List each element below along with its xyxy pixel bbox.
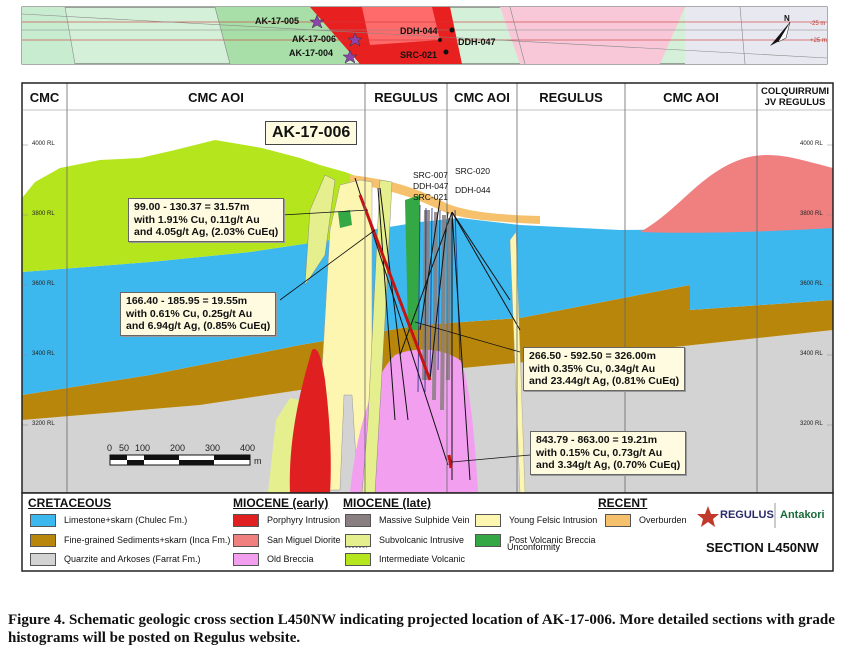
legend-swatch — [233, 533, 259, 547]
intercept-callout-3: 266.50 - 592.50 = 326.00m with 0.35% Cu,… — [523, 347, 686, 391]
map-label-ak-17-005: AK-17-005 — [255, 16, 300, 26]
rl-left-3800: 3800 RL — [32, 211, 55, 217]
drill-traces — [399, 199, 521, 481]
legend-item-inca: Fine-grained Sediments+skarn (Inca Fm.) — [30, 533, 230, 547]
ak-17-006-mineralized-trace — [358, 194, 432, 381]
map-label-ddh-044: DDH-044 — [400, 26, 438, 36]
legend-swatch — [605, 513, 631, 527]
post-volcanic-breccia — [405, 195, 420, 330]
legend-item-diorite: San Miguel Diorite — [233, 533, 341, 547]
legend-item-post-volcanic-breccia: Post Volcanic Breccia — [475, 533, 596, 547]
intercept-callout-1: 99.00 - 130.37 = 31.57m with 1.91% Cu, 0… — [128, 198, 285, 242]
scale-tick-100: 100 — [135, 443, 151, 453]
brand-antakori: Antakori — [780, 509, 825, 521]
legend-item-quarzite: Quarzite and Arkoses (Farrat Fm.) — [30, 552, 201, 566]
rl-left-4000: 4000 RL — [32, 141, 55, 147]
legend-item-porphyry: Porphyry Intrusion — [233, 513, 340, 527]
legend-swatch — [233, 513, 259, 527]
legend-swatch — [233, 552, 259, 566]
rl-left-3600: 3600 RL — [32, 281, 55, 287]
rl-right-3800: 3800 RL — [800, 211, 823, 217]
legend-item-subvolcanic: Subvolcanic Intrusive — [345, 533, 464, 547]
hole-tag-src-021: SRC-021 — [413, 192, 448, 202]
figure-caption: Figure 4. Schematic geologic cross secti… — [8, 612, 835, 646]
header-regulus-2: REGULUS — [539, 90, 603, 105]
intercept-callout-4: 843.79 - 863.00 = 19.21m with 0.15% Cu, … — [530, 431, 687, 475]
scale-tick-200: 200 — [170, 443, 186, 453]
legend-item-massive-sulphide: Massive Sulphide Vein — [345, 513, 470, 527]
legend-heading-miocene-late: MIOCENE (late) — [343, 496, 432, 510]
legend-item-young-felsic: Young Felsic Intrusion — [475, 513, 597, 527]
cross-section — [21, 82, 834, 494]
legend-swatch — [345, 533, 371, 547]
legend-box — [21, 492, 834, 572]
legend-heading-cretaceous: CRETACEOUS — [28, 496, 112, 510]
brand-regulus: REGULUS — [720, 509, 774, 521]
map-label-src-021: SRC-021 — [400, 50, 438, 60]
header-cmc-aoi-1: CMC AOI — [188, 90, 244, 105]
rl-left-3200: 3200 RL — [32, 421, 55, 427]
scale-tick-50: 50 — [119, 443, 130, 453]
contour-label-minus: -25 m — [810, 21, 826, 27]
scale-bar — [109, 454, 251, 466]
legend-swatch — [475, 513, 501, 527]
scale-tick-300: 300 — [205, 443, 221, 453]
legend-item-unconformity: Unconformity — [507, 542, 561, 552]
north-arrow — [770, 21, 791, 46]
porphyry-intrusion — [289, 349, 331, 493]
hole-tag-src-020: SRC-020 — [455, 166, 490, 176]
regulus-logo-icon — [697, 503, 776, 528]
rl-right-3200: 3200 RL — [800, 421, 823, 427]
map-label-ak-17-004: AK-17-004 — [289, 48, 334, 58]
hole-tag-src-007: SRC-007 — [413, 170, 448, 180]
section-title: SECTION L450NW — [706, 540, 819, 555]
scale-tick-0: 0 — [107, 443, 113, 453]
legend-swatch — [345, 513, 371, 527]
intercept-callout-2: 166.40 - 185.95 = 19.55m with 0.61% Cu, … — [120, 292, 277, 336]
legend-heading-recent: RECENT — [598, 496, 648, 510]
rl-right-4000: 4000 RL — [800, 141, 823, 147]
header-cmc-aoi-2: CMC AOI — [454, 90, 510, 105]
san-miguel-diorite-hill — [640, 155, 833, 233]
legend-item-old-breccia: Old Breccia — [233, 552, 314, 566]
legend-swatch — [30, 533, 56, 547]
plan-map — [21, 6, 828, 65]
scale-tick-400: 400 — [240, 443, 256, 453]
header-cmc: CMC — [29, 90, 60, 105]
map-label-ak-17-006: AK-17-006 — [292, 34, 337, 44]
legend-item-overburden: Overburden — [605, 513, 687, 527]
legend-item-limestone: Limestone+skarn (Chulec Fm.) — [30, 513, 187, 527]
hole-tag-ddh-044: DDH-044 — [455, 185, 491, 195]
rl-left-3400: 3400 RL — [32, 351, 55, 357]
rl-right-3600: 3600 RL — [800, 281, 823, 287]
legend-heading-miocene-early: MIOCENE (early) — [233, 496, 329, 510]
legend-swatch — [345, 552, 371, 566]
scale-unit: m — [254, 456, 262, 466]
header-cmc-aoi-3: CMC AOI — [663, 90, 719, 105]
legend-swatch — [475, 533, 501, 547]
legend-swatch — [30, 552, 56, 566]
rl-right-3400: 3400 RL — [800, 351, 823, 357]
legend-item-intermediate-volcanic: Intermediate Volcanic — [345, 552, 465, 566]
old-breccia-body — [350, 349, 478, 493]
legend-swatch — [30, 513, 56, 527]
header-colquirrumi: COLQUIRRUMI JV REGULUS — [760, 86, 830, 108]
drill-collar-markers — [309, 14, 363, 64]
header-regulus-1: REGULUS — [374, 90, 438, 105]
hole-tag-ddh-047: DDH-047 — [413, 181, 449, 191]
contour-label-plus: +25 m — [810, 38, 827, 44]
north-label: N — [784, 14, 790, 23]
map-label-ddh-047: DDH-047 — [458, 37, 496, 47]
hole-title-ak-17-006: AK-17-006 — [265, 121, 358, 145]
